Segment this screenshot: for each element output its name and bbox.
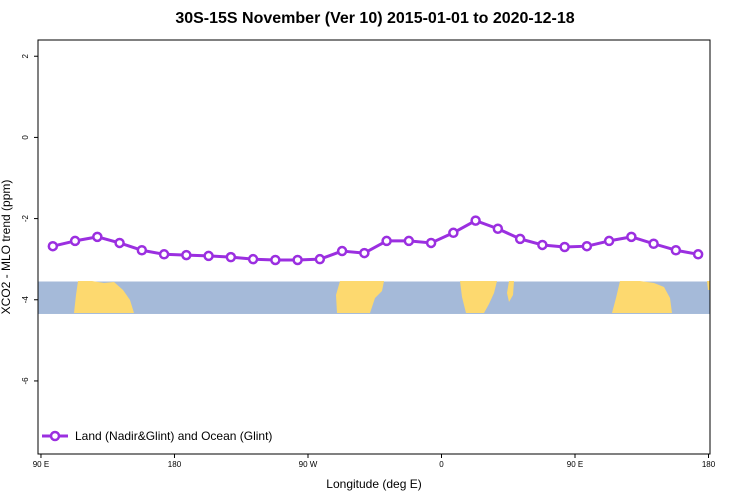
data-point [136,244,148,256]
x-tick-label: 180 [168,460,182,469]
map-land-0 [74,281,134,313]
data-point [292,254,303,266]
data-point [270,254,281,266]
data-point [359,247,370,259]
legend-label: Land (Nadir&Glint) and Ocean (Glint) [75,429,272,443]
series-line [52,219,699,262]
data-point [336,245,348,257]
y-tick-label: -2 [21,214,30,222]
data-point [181,249,192,261]
data-point [425,237,437,249]
data-point [225,251,237,263]
x-tick-label: 90 E [33,460,49,469]
data-point [448,227,459,239]
data-point [470,215,481,226]
data-point [114,237,125,249]
map-land-5 [707,281,710,290]
y-tick-label: -4 [21,296,30,304]
map-land-1 [336,281,384,313]
data-point [47,240,59,252]
map-land-4 [612,281,672,313]
data-point [537,239,548,251]
y-axis: 2 0 -2 -4 -6 [21,53,38,385]
data-point [69,235,81,247]
x-tick-label: 90 W [299,460,318,469]
map-band [38,281,710,314]
data-point [559,241,570,253]
chart-title: 30S-15S November (Ver 10) 2015-01-01 to … [175,10,575,27]
y-tick-label: -6 [21,377,30,385]
data-point [247,253,259,265]
data-point [381,235,392,247]
data-point [626,231,637,243]
x-axis-title: Longitude (deg E) [326,477,421,491]
data-point [670,244,682,256]
plot-frame [37,39,711,455]
x-tick-label: 0 [439,460,444,469]
data-point [581,240,593,252]
data-point [203,250,214,262]
series [47,215,704,266]
data-point [603,235,615,247]
legend: Land (Nadir&Glint) and Ocean (Glint) [42,429,272,443]
data-point [314,253,326,265]
data-point [692,249,704,260]
x-axis: 90 E 180 90 W 0 90 E 180 [33,454,716,469]
data-point [648,238,659,250]
data-point [403,235,415,247]
legend-marker [49,430,61,442]
data-point [492,223,504,234]
map-land-3 [507,281,514,302]
y-tick-label: 0 [21,135,30,140]
x-tick-label: 90 E [567,460,583,469]
y-tick-label: 2 [21,53,30,58]
data-point [92,231,103,243]
data-point [514,233,526,245]
y-axis-title: XCO2 - MLO trend (ppm) [0,180,13,315]
data-point [158,249,170,260]
x-tick-label: 180 [702,460,716,469]
map-land-2 [460,281,497,313]
